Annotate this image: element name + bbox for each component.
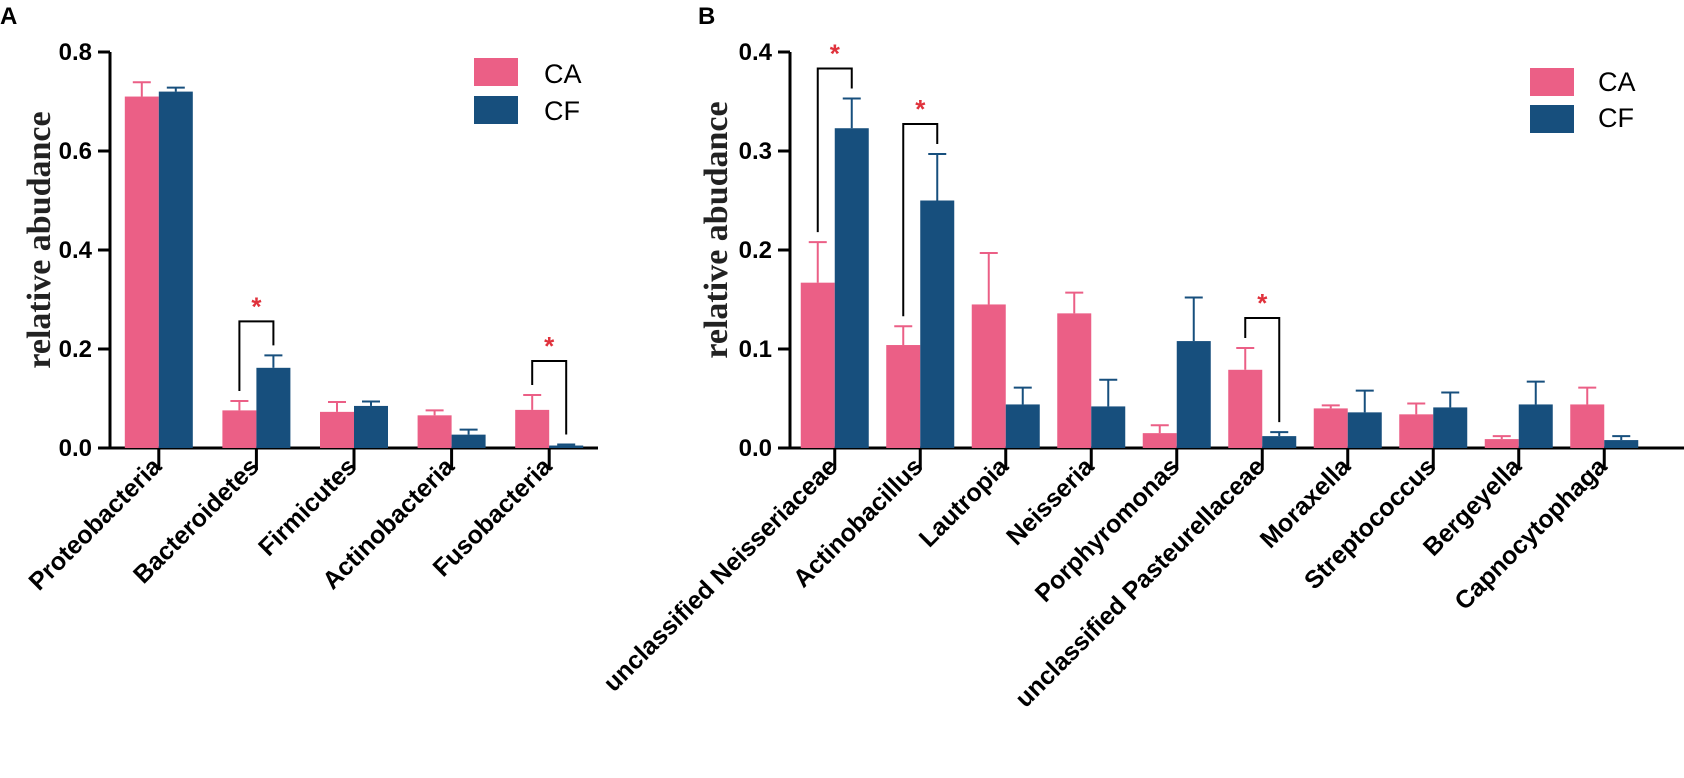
sig-star-a-1: * bbox=[544, 331, 555, 361]
sig-bracket-b-2 bbox=[1244, 317, 1281, 423]
legend-swatch-ca-a bbox=[474, 58, 518, 86]
legend-label-ca-b: CA bbox=[1598, 67, 1636, 97]
sig-star-b-2: * bbox=[1257, 288, 1268, 318]
bar-cf-a-3 bbox=[451, 434, 486, 448]
sig-bracket-a-1 bbox=[531, 360, 568, 435]
legend-swatch-cf-b bbox=[1530, 105, 1574, 133]
bar-ca-b-5 bbox=[1228, 369, 1263, 448]
bar-cf-b-4 bbox=[1176, 341, 1211, 448]
bar-ca-b-2 bbox=[971, 304, 1006, 448]
legend-label-cf-b: CF bbox=[1598, 103, 1634, 133]
sig-bracket-b-1 bbox=[902, 122, 939, 317]
x-tick-label-b-9: Capnocytophaga bbox=[1449, 452, 1613, 616]
bar-ca-a-2 bbox=[320, 411, 354, 448]
y-tick-label-b-4: 0.4 bbox=[739, 39, 773, 66]
legend-swatch-ca-b bbox=[1530, 68, 1574, 96]
bar-ca-b-4 bbox=[1142, 433, 1177, 448]
bar-ca-a-3 bbox=[417, 415, 452, 448]
panel-label-a: A bbox=[0, 3, 17, 30]
bar-ca-b-1 bbox=[886, 345, 921, 448]
bar-cf-b-9 bbox=[1604, 440, 1639, 448]
bar-cf-b-6 bbox=[1347, 412, 1382, 448]
y-tick-label-a-4: 0.8 bbox=[59, 39, 92, 66]
legend-label-ca-a: CA bbox=[544, 59, 582, 89]
bar-cf-b-8 bbox=[1518, 404, 1553, 448]
legend-swatch-cf-a bbox=[474, 96, 518, 124]
bar-cf-b-7 bbox=[1433, 407, 1468, 448]
sig-star-b-1: * bbox=[915, 94, 926, 124]
bar-ca-a-1 bbox=[222, 410, 257, 448]
legend-a: CA CF bbox=[474, 58, 582, 126]
bar-ca-b-9 bbox=[1570, 404, 1605, 448]
bar-cf-b-3 bbox=[1091, 406, 1126, 448]
bar-cf-b-2 bbox=[1005, 404, 1040, 448]
legend-label-cf-a: CF bbox=[544, 96, 580, 126]
bar-ca-b-3 bbox=[1057, 313, 1092, 448]
y-tick-label-b-2: 0.2 bbox=[739, 237, 772, 264]
y-axis-title-a: relative abudance bbox=[21, 111, 58, 368]
y-tick-label-b-0: 0.0 bbox=[739, 435, 772, 462]
bar-cf-b-5 bbox=[1262, 436, 1297, 448]
bar-cf-a-0 bbox=[158, 91, 193, 448]
y-tick-label-b-3: 0.3 bbox=[739, 138, 772, 165]
bar-cf-b-0 bbox=[834, 128, 869, 449]
y-tick-label-a-2: 0.4 bbox=[59, 237, 93, 264]
y-tick-label-a-1: 0.2 bbox=[59, 336, 92, 363]
sig-star-b-0: * bbox=[830, 39, 841, 69]
bar-ca-b-8 bbox=[1484, 439, 1519, 448]
bar-ca-b-7 bbox=[1399, 414, 1434, 448]
panel-a: A relative abudance 0.00.20.40.60.8Prote… bbox=[0, 3, 598, 596]
bar-cf-b-1 bbox=[920, 200, 955, 448]
y-tick-label-a-0: 0.0 bbox=[59, 435, 92, 462]
legend-b: CA CF bbox=[1530, 67, 1636, 133]
bar-ca-a-0 bbox=[124, 96, 159, 449]
x-tick-label-b-4: Porphyromonas bbox=[1030, 452, 1185, 607]
y-tick-label-a-3: 0.6 bbox=[59, 138, 92, 165]
sig-bracket-a-0 bbox=[238, 320, 275, 391]
y-axis-title-b: relative abudance bbox=[698, 101, 735, 358]
panel-b: B relative abudance 0.00.10.20.30.4uncla… bbox=[598, 3, 1684, 713]
sig-star-a-0: * bbox=[251, 291, 262, 321]
bar-cf-a-4 bbox=[549, 445, 584, 448]
bar-cf-a-2 bbox=[354, 405, 388, 448]
panel-label-b: B bbox=[698, 3, 715, 30]
bar-ca-b-6 bbox=[1313, 408, 1348, 448]
y-tick-label-b-1: 0.1 bbox=[739, 336, 772, 363]
bar-ca-b-0 bbox=[800, 282, 835, 448]
bar-ca-a-4 bbox=[515, 409, 550, 448]
sig-bracket-b-0 bbox=[816, 67, 853, 233]
bar-cf-a-1 bbox=[256, 367, 291, 448]
x-tick-label-b-2: Lautropia bbox=[914, 452, 1015, 553]
